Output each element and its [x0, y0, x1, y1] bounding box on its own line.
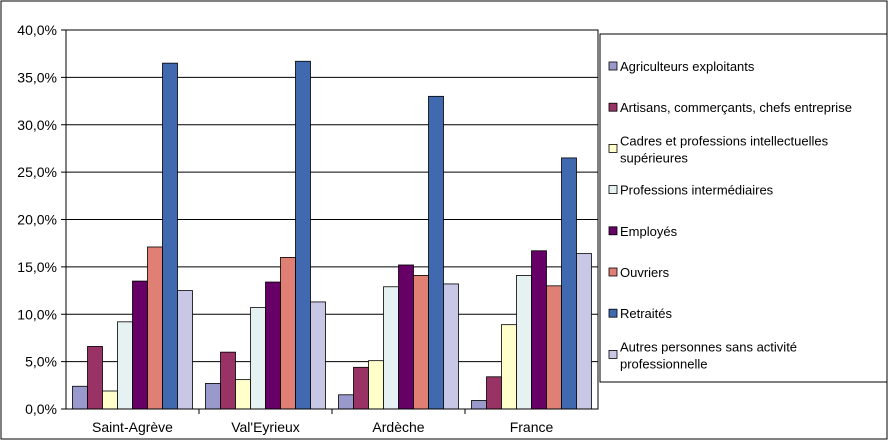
bar — [576, 253, 592, 410]
legend-swatch — [608, 308, 618, 318]
y-tick-label: 0,0% — [25, 401, 57, 417]
bar — [443, 283, 459, 410]
y-tick-label: 40,0% — [17, 22, 57, 38]
legend-label-line: Employés — [620, 224, 678, 239]
bar — [501, 324, 517, 410]
x-tick-label: France — [510, 419, 554, 435]
legend-label: Employés — [620, 224, 678, 239]
legend-label-line: Retraités — [620, 306, 673, 321]
x-tick-label: Saint-Agrève — [92, 419, 173, 435]
legend-label-line: Artisans, commerçants, chefs entreprise — [620, 100, 852, 115]
y-tick-label: 25,0% — [17, 164, 57, 180]
bar — [546, 285, 562, 410]
x-tick-label: Val'Eyrieux — [231, 419, 300, 435]
bar — [428, 95, 444, 410]
legend-label: Agriculteurs exploitants — [620, 59, 755, 74]
legend-swatch — [608, 349, 618, 359]
bar — [561, 157, 577, 410]
bar — [368, 360, 384, 410]
legend-label-line: Cadres et professions intellectuelles — [620, 133, 829, 148]
bar — [162, 62, 178, 410]
legend-swatch — [608, 185, 618, 195]
bar — [132, 280, 148, 410]
bar — [338, 394, 354, 410]
bar — [265, 281, 281, 410]
legend-label-line: Autres personnes sans activité — [620, 339, 797, 354]
legend-label: Retraités — [620, 306, 673, 321]
bar — [295, 60, 311, 410]
bar — [147, 246, 163, 410]
legend-swatch — [608, 61, 618, 71]
bar — [471, 400, 487, 410]
y-tick-label: 30,0% — [17, 117, 57, 133]
legend-label-line: supérieures — [620, 150, 688, 165]
bar — [220, 351, 236, 410]
bar — [531, 250, 547, 410]
legend-swatch — [608, 143, 618, 153]
y-tick-label: 20,0% — [17, 212, 57, 228]
bar — [102, 390, 118, 410]
bar — [117, 321, 133, 410]
legend-box — [599, 33, 888, 383]
bar — [310, 301, 326, 410]
y-tick-label: 10,0% — [17, 306, 57, 322]
bar — [413, 275, 429, 410]
legend-label: Ouvriers — [620, 265, 670, 280]
bar — [235, 379, 251, 410]
bar — [383, 286, 399, 410]
bar — [87, 346, 103, 410]
bar — [205, 383, 221, 410]
legend-label: Autres personnes sans activité profession… — [620, 339, 797, 371]
bar — [250, 307, 266, 410]
legend-label: Professions intermédiaires — [620, 183, 774, 198]
legend-label-line: Agriculteurs exploitants — [620, 59, 755, 74]
y-tick-label: 15,0% — [17, 259, 57, 275]
legend-label: Artisans, commerçants, chefs entreprise — [620, 100, 852, 115]
x-tick-label: Ardèche — [372, 419, 424, 435]
bar — [353, 366, 369, 410]
legend-swatch — [608, 226, 618, 236]
bar — [280, 256, 296, 410]
bar — [177, 290, 193, 410]
bar — [398, 264, 414, 410]
y-tick-label: 35,0% — [17, 69, 57, 85]
legend-label-line: Ouvriers — [620, 265, 670, 280]
legend-label: Cadres et professions intellectuelles sup… — [620, 133, 829, 165]
legend-label-line: Professions intermédiaires — [620, 183, 774, 198]
legend-swatch — [608, 267, 618, 277]
bar — [516, 275, 532, 410]
bar — [486, 376, 502, 410]
bar — [72, 385, 88, 410]
y-tick-label: 5,0% — [25, 354, 57, 370]
legend-swatch — [608, 102, 618, 112]
legend-label-line: professionnelle — [620, 356, 707, 371]
